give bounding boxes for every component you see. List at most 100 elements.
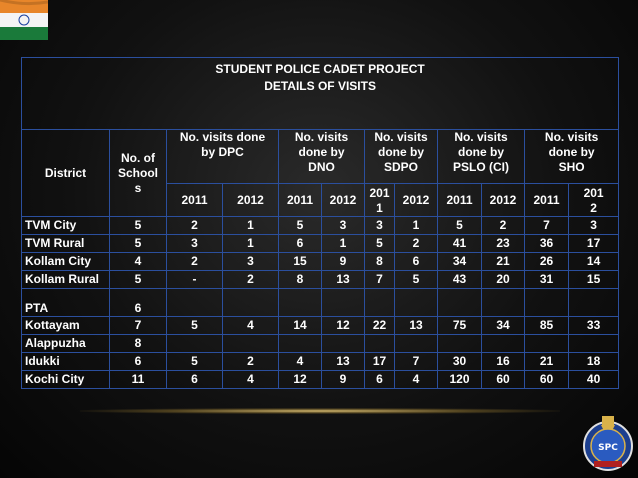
value-cell bbox=[481, 288, 525, 317]
value-cell bbox=[437, 288, 482, 317]
value-cell: 20 bbox=[481, 270, 525, 289]
value-cell: 11 bbox=[109, 370, 167, 389]
value-cell: 16 bbox=[481, 352, 525, 371]
table-row: TVM Rural 5 3 1 6 1 5 2 41 23 36 17 bbox=[21, 234, 620, 253]
header-sdpo: No. visits done by SDPO bbox=[364, 129, 438, 184]
value-cell bbox=[222, 288, 279, 317]
value-cell: 6 bbox=[278, 234, 322, 253]
header-pslo: No. visits done by PSLO (CI) bbox=[437, 129, 525, 184]
district-cell: TVM Rural bbox=[21, 234, 110, 253]
value-cell: 2 bbox=[222, 270, 279, 289]
value-cell: 2 bbox=[166, 252, 223, 271]
value-cell: 5 bbox=[166, 316, 223, 335]
visits-table-container: STUDENT POLICE CADET PROJECT DETAILS OF … bbox=[20, 57, 620, 389]
title-row: STUDENT POLICE CADET PROJECT DETAILS OF … bbox=[20, 57, 620, 130]
value-cell: 1 bbox=[394, 216, 438, 235]
value-cell: 2 bbox=[394, 234, 438, 253]
value-cell: 12 bbox=[321, 316, 365, 335]
value-cell: 21 bbox=[524, 352, 569, 371]
value-cell: 75 bbox=[437, 316, 482, 335]
value-cell: 6 bbox=[109, 288, 167, 317]
value-cell: 4 bbox=[222, 370, 279, 389]
header-dno: No. visits done by DNO bbox=[278, 129, 365, 184]
year-cell: 2011 bbox=[524, 183, 569, 217]
value-cell: 2 bbox=[222, 352, 279, 371]
table-row: Idukki 6 5 2 4 13 17 7 30 16 21 18 bbox=[21, 352, 620, 371]
value-cell bbox=[437, 334, 482, 353]
value-cell: 4 bbox=[394, 370, 438, 389]
value-cell: 40 bbox=[567, 370, 620, 389]
value-cell: 60 bbox=[481, 370, 525, 389]
value-cell: 5 bbox=[109, 216, 167, 235]
value-cell: 7 bbox=[394, 352, 438, 371]
value-cell: 13 bbox=[321, 270, 365, 289]
value-cell: 15 bbox=[278, 252, 322, 271]
value-cell: 3 bbox=[222, 252, 279, 271]
value-cell bbox=[278, 334, 322, 353]
value-cell: 1 bbox=[321, 234, 365, 253]
value-cell bbox=[364, 334, 395, 353]
value-cell: 2 bbox=[166, 216, 223, 235]
value-cell bbox=[364, 288, 395, 317]
year-cell: 2011 bbox=[278, 183, 322, 217]
spc-emblem-icon: SPC bbox=[583, 416, 633, 471]
value-cell: 85 bbox=[524, 316, 569, 335]
value-cell: 3 bbox=[364, 216, 395, 235]
year-cell: 2012 bbox=[481, 183, 525, 217]
value-cell bbox=[166, 288, 223, 317]
value-cell bbox=[481, 334, 525, 353]
value-cell: 13 bbox=[321, 352, 365, 371]
value-cell bbox=[524, 334, 569, 353]
value-cell bbox=[394, 288, 438, 317]
value-cell bbox=[524, 288, 569, 317]
value-cell bbox=[567, 334, 620, 353]
visits-table: STUDENT POLICE CADET PROJECT DETAILS OF … bbox=[20, 57, 620, 389]
value-cell: 2 bbox=[481, 216, 525, 235]
table-row: Kochi City 11 6 4 12 9 6 4 120 60 60 40 bbox=[21, 370, 620, 389]
value-cell: 5 bbox=[394, 270, 438, 289]
table-row: Alappuzha 8 bbox=[21, 334, 620, 353]
value-cell: 14 bbox=[278, 316, 322, 335]
title-line-1: STUDENT POLICE CADET PROJECT bbox=[215, 62, 425, 76]
value-cell: 13 bbox=[394, 316, 438, 335]
district-cell: Kochi City bbox=[21, 370, 110, 389]
district-cell: Kollam Rural bbox=[21, 270, 110, 289]
table-row: Kottayam 7 5 4 14 12 22 13 75 34 85 33 bbox=[21, 316, 620, 335]
value-cell: 5 bbox=[109, 270, 167, 289]
year-cell: 2012 bbox=[394, 183, 438, 217]
year-row: 2011 2012 2011 2012 201 1 2012 2011 2012 … bbox=[22, 183, 620, 217]
value-cell: 7 bbox=[364, 270, 395, 289]
value-cell: 60 bbox=[524, 370, 569, 389]
year-cell: 2012 bbox=[321, 183, 365, 217]
header-dpc: No. visits done by DPC bbox=[166, 129, 279, 184]
value-cell: 3 bbox=[321, 216, 365, 235]
year-cell: 2011 bbox=[166, 183, 223, 217]
value-cell: 5 bbox=[437, 216, 482, 235]
logo-text: SPC bbox=[598, 443, 618, 453]
value-cell: 36 bbox=[524, 234, 569, 253]
value-cell: 8 bbox=[278, 270, 322, 289]
table-body: TVM City 5 2 1 5 3 3 1 5 2 7 3 TVM Rural 5 3 1 6 1 5 2 41 23 3… bbox=[21, 216, 620, 389]
value-cell: 8 bbox=[364, 252, 395, 271]
table-row: Kollam City 4 2 3 15 9 8 6 34 21 26 14 bbox=[21, 252, 620, 271]
value-cell: 22 bbox=[364, 316, 395, 335]
decorative-glow-line bbox=[80, 408, 560, 414]
value-cell: 4 bbox=[109, 252, 167, 271]
value-cell: - bbox=[166, 270, 223, 289]
value-cell: 6 bbox=[109, 352, 167, 371]
district-cell: Idukki bbox=[21, 352, 110, 371]
value-cell: 26 bbox=[524, 252, 569, 271]
value-cell bbox=[222, 334, 279, 353]
value-cell: 5 bbox=[364, 234, 395, 253]
value-cell: 5 bbox=[109, 234, 167, 253]
value-cell: 15 bbox=[567, 270, 620, 289]
district-cell: Kollam City bbox=[21, 252, 110, 271]
value-cell bbox=[567, 288, 620, 317]
value-cell: 9 bbox=[321, 370, 365, 389]
value-cell: 14 bbox=[567, 252, 620, 271]
value-cell: 41 bbox=[437, 234, 482, 253]
district-cell: Alappuzha bbox=[21, 334, 110, 353]
value-cell: 1 bbox=[222, 216, 279, 235]
